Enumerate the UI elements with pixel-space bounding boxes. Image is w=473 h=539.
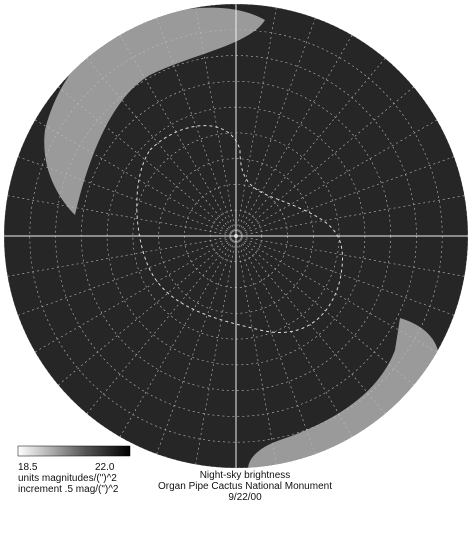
legend-max: 22.0 xyxy=(95,462,115,473)
grid-line xyxy=(119,34,237,237)
caption-date: 9/22/00 xyxy=(228,492,262,503)
grid-line xyxy=(235,58,386,237)
grid-line xyxy=(235,235,465,277)
grid-line xyxy=(235,235,316,455)
grid-line xyxy=(17,156,237,237)
contour-line xyxy=(136,125,343,334)
grid-line xyxy=(17,235,237,316)
grid-line xyxy=(235,17,316,237)
color-bar xyxy=(17,445,131,457)
grid-line xyxy=(235,235,353,438)
grid-line xyxy=(235,7,277,237)
grid-line xyxy=(34,235,237,353)
grid-line xyxy=(235,235,438,353)
grid-line xyxy=(195,7,237,237)
grid-line xyxy=(58,235,237,386)
grid-line xyxy=(119,235,237,438)
grid-line xyxy=(235,235,277,465)
grid-line xyxy=(7,195,237,237)
bright-region xyxy=(44,7,265,215)
legend-units: units magnitudes/(")^2 xyxy=(18,473,117,484)
grid-line xyxy=(195,235,237,465)
grid-line xyxy=(156,17,237,237)
caption-title: Night-sky brightness xyxy=(200,470,291,481)
grid-line xyxy=(235,119,438,237)
grid-line xyxy=(235,195,465,237)
grid-line xyxy=(156,235,237,455)
grid-line xyxy=(235,235,386,414)
grid-line xyxy=(235,235,414,386)
sky-map xyxy=(4,4,468,468)
legend-increment: increment .5 mag/(")^2 xyxy=(18,484,119,495)
grid-line xyxy=(86,58,237,237)
grid-line xyxy=(86,235,237,414)
grid-line xyxy=(34,119,237,237)
legend-min: 18.5 xyxy=(18,462,38,473)
grid-line xyxy=(7,235,237,277)
grid-line xyxy=(235,34,353,237)
grid-line xyxy=(235,86,414,237)
grid-line xyxy=(235,156,455,237)
caption-location: Organ Pipe Cactus National Monument xyxy=(158,481,332,492)
grid-line xyxy=(58,86,237,237)
grid-line xyxy=(235,235,455,316)
